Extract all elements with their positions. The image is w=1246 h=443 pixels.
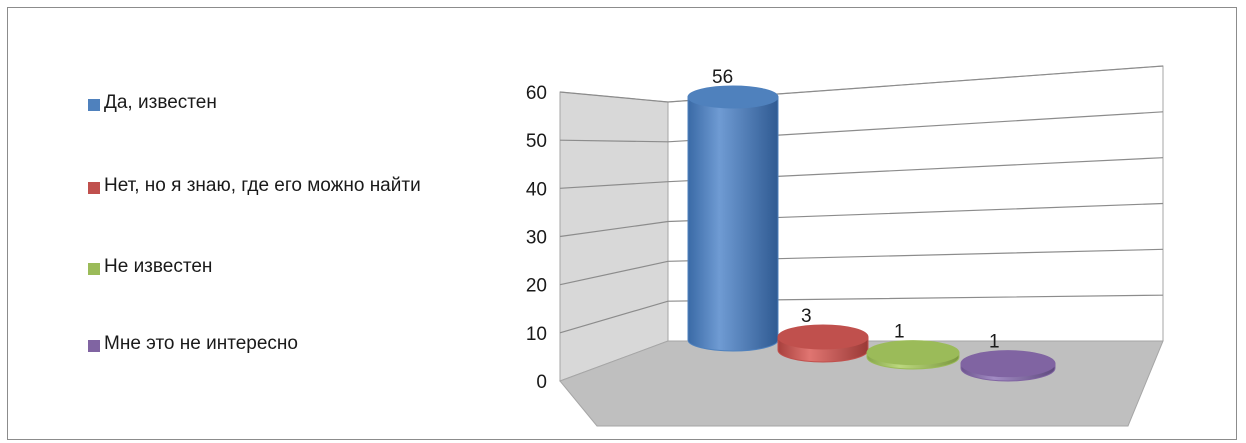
bar-1 [777,324,869,363]
y-tick-label: 60 [526,83,547,104]
bar-3 [960,350,1056,382]
chart-legend: Да, известен Нет, но я знаю, где его мож… [88,0,488,443]
bar-top [777,324,869,350]
bar-top [960,350,1056,378]
legend-label: Да, известен [104,92,217,113]
legend-swatch [88,263,100,275]
data-label: 1 [989,332,1000,353]
y-axis-ticks: 0 10 20 30 40 50 60 [526,83,547,393]
legend-swatch [88,340,100,352]
y-tick-label: 0 [536,372,547,393]
y-tick-label: 50 [526,131,547,152]
gridline [559,248,1164,286]
y-tick-label: 10 [526,324,547,345]
y-tick-label: 30 [526,228,547,249]
bar-2 [866,340,960,370]
gridline [559,65,1164,103]
y-tick-label: 40 [526,179,547,200]
data-label: 1 [894,322,905,343]
data-label: 56 [712,67,733,88]
bar-body [687,96,779,352]
bar-top [866,340,960,366]
gridline [559,202,1164,238]
chart-bars [687,85,1056,382]
legend-label: Мне это не интересно [104,333,298,354]
legend-item-yes-known: Да, известен [88,92,474,117]
legend-label: Нет, но я знаю, где его можно найти [104,175,421,196]
legend-swatch [88,182,100,194]
legend-item-not-known: Не известен [88,256,474,281]
chart-gridlines [559,65,1164,334]
chart-side-wall [559,91,669,382]
bar-top [687,85,779,109]
bar-0 [687,85,779,352]
legend-swatch [88,99,100,111]
y-tick-label: 20 [526,276,547,297]
data-label: 3 [801,306,812,327]
legend-item-no-but-know-where: Нет, но я знаю, где его можно найти [88,175,474,200]
legend-item-not-interested: Мне это не интересно [88,333,474,358]
gridline [559,294,1164,334]
legend-label: Не известен [104,256,213,277]
data-labels: 56 3 1 1 [712,67,1000,353]
gridline [559,157,1164,189]
gridline [559,111,1164,143]
